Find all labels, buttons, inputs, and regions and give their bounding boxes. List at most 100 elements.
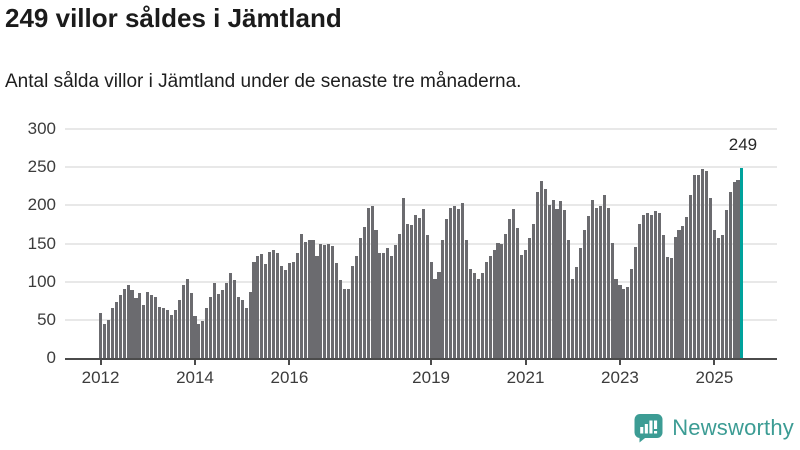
- bar: [413, 214, 417, 358]
- bar: [327, 244, 331, 358]
- bar: [134, 298, 138, 358]
- bar: [697, 174, 701, 358]
- bar: [150, 294, 154, 358]
- bar: [708, 197, 713, 358]
- bar: [382, 253, 386, 358]
- bar: [158, 306, 162, 358]
- gridline: [65, 280, 777, 283]
- bar: [205, 308, 209, 358]
- bar: [500, 243, 504, 358]
- x-tick-label: 2016: [270, 368, 309, 387]
- bar: [118, 294, 122, 358]
- bar: [693, 174, 697, 358]
- bar: [201, 321, 205, 358]
- y-tick-label: 300: [27, 119, 56, 138]
- bar: [154, 296, 158, 358]
- x-tick-label: 2025: [695, 368, 734, 387]
- bar: [484, 261, 488, 358]
- bar: [445, 219, 449, 358]
- bar: [425, 235, 429, 358]
- bar: [220, 290, 225, 358]
- bar: [248, 292, 252, 358]
- y-tick-label: 100: [27, 271, 56, 291]
- bar: [252, 261, 256, 358]
- bar: [165, 309, 169, 358]
- highlight-value-label: 249: [728, 135, 758, 154]
- y-tick-label: 200: [27, 195, 56, 215]
- bar: [335, 263, 339, 358]
- bar: [724, 209, 728, 358]
- bar: [378, 252, 382, 358]
- bar: [232, 280, 236, 358]
- bar: [661, 235, 665, 358]
- bar: [342, 289, 347, 358]
- page-title: 249 villor såldes i Jämtland: [5, 3, 342, 33]
- bar: [339, 280, 343, 358]
- bar: [590, 200, 594, 358]
- bar: [614, 279, 618, 358]
- bar: [358, 238, 362, 358]
- bar: [606, 208, 610, 358]
- bar: [268, 251, 272, 358]
- bar: [311, 240, 315, 358]
- bar: [228, 273, 232, 358]
- bar: [535, 191, 539, 358]
- bar: [299, 233, 303, 358]
- bar: [433, 279, 437, 358]
- bar: [307, 239, 311, 358]
- bar: [461, 203, 465, 358]
- bar: [539, 180, 543, 358]
- y-tick-label: 150: [27, 233, 56, 253]
- bar: [398, 233, 402, 358]
- bar: [732, 181, 736, 358]
- bar: [370, 206, 374, 358]
- bar: [516, 228, 520, 358]
- bar: [563, 209, 567, 358]
- bar: [142, 305, 146, 358]
- x-tick-mark: [288, 360, 291, 365]
- bar: [303, 241, 307, 358]
- bar: [520, 254, 524, 358]
- x-tick-mark: [99, 360, 102, 365]
- bar: [649, 215, 653, 358]
- bar: [354, 255, 358, 358]
- bar: [224, 283, 228, 358]
- bar: [280, 266, 284, 358]
- bar: [405, 223, 410, 358]
- bar: [575, 267, 579, 358]
- bar: [429, 261, 433, 358]
- bar: [728, 192, 732, 358]
- bar: [480, 273, 484, 358]
- x-tick-mark: [713, 360, 716, 365]
- x-tick-mark: [430, 360, 433, 365]
- bar: [291, 261, 295, 358]
- bar: [527, 238, 531, 358]
- bar: [555, 209, 559, 358]
- bar: [457, 209, 461, 358]
- bar: [638, 223, 642, 358]
- bar: [315, 255, 319, 358]
- bar: [504, 233, 508, 358]
- x-tick-mark: [618, 360, 621, 365]
- bar: [362, 226, 366, 358]
- bar: [449, 207, 453, 358]
- bar: [586, 216, 591, 358]
- bar: [472, 273, 476, 358]
- gridline: [65, 166, 777, 169]
- bar: [126, 284, 130, 358]
- bar: [622, 288, 626, 358]
- bar: [185, 279, 189, 358]
- bar: [193, 316, 197, 358]
- bar: [173, 309, 177, 358]
- bar: [598, 206, 602, 358]
- bar: [390, 255, 394, 358]
- bar: [374, 229, 378, 358]
- plot-area: [65, 128, 777, 360]
- highlight-bar: [740, 167, 744, 358]
- bar: [567, 240, 571, 358]
- bar: [665, 257, 669, 358]
- bar: [114, 301, 118, 358]
- bar: [464, 239, 469, 358]
- x-tick-label: 2012: [81, 368, 120, 387]
- bar: [240, 300, 244, 358]
